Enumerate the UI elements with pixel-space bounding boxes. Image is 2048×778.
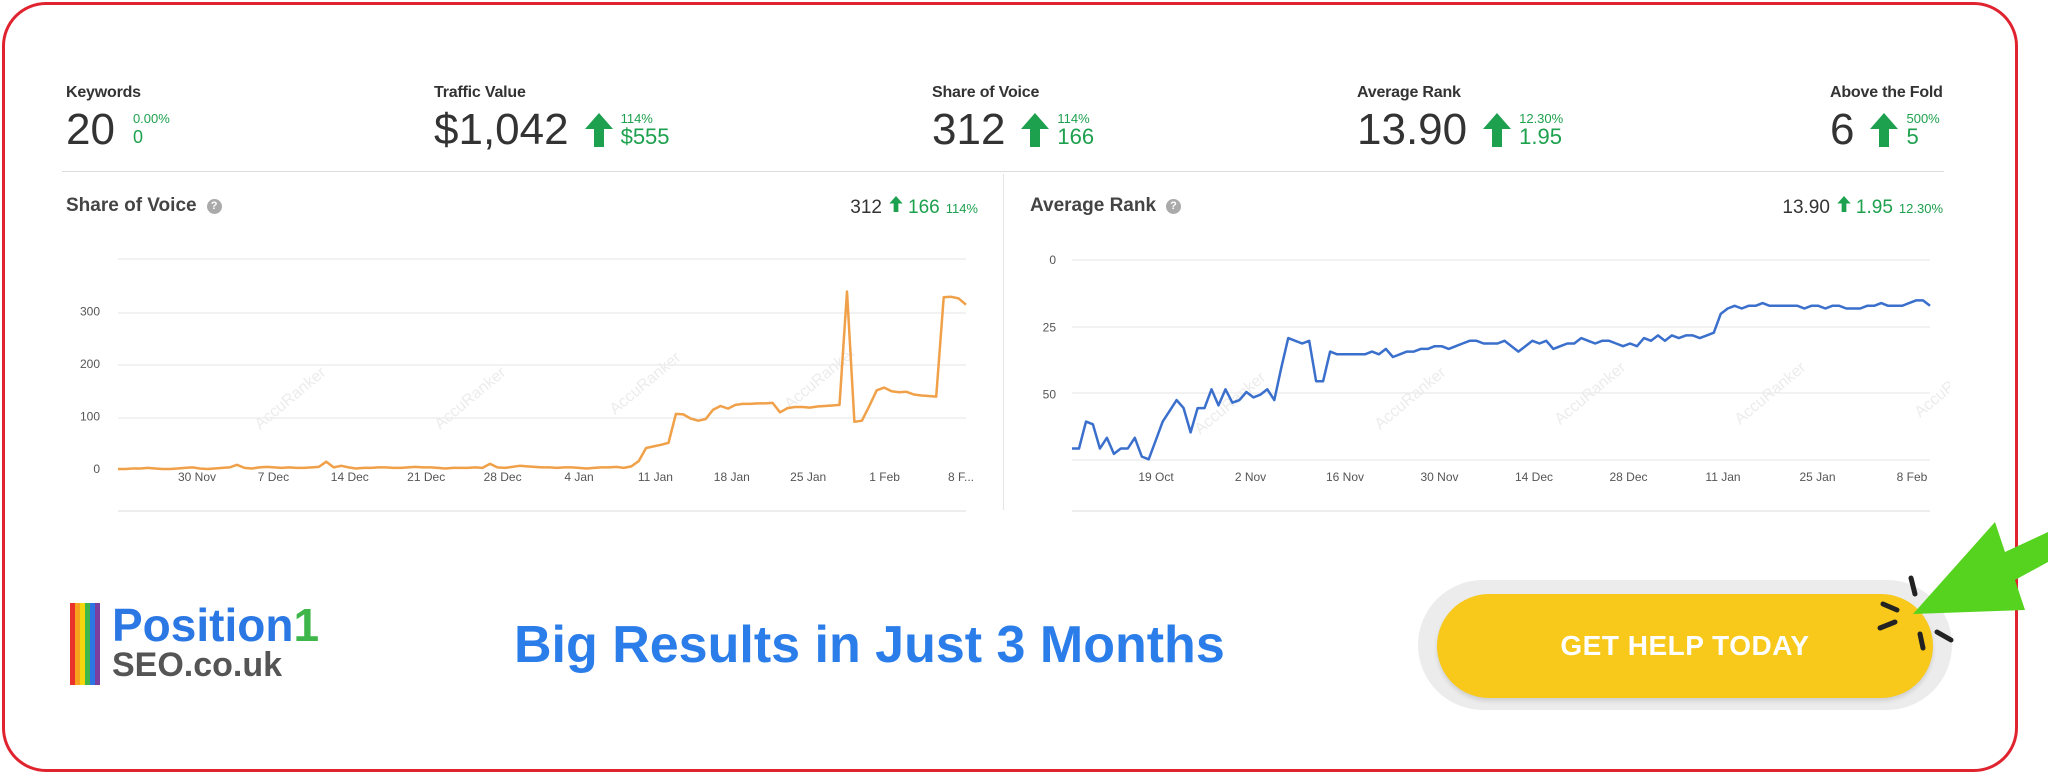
- arrow-up-icon: [889, 195, 903, 213]
- sov-summary-value: 312: [850, 197, 882, 218]
- stat-delta-value: 5: [1906, 124, 1919, 149]
- x-tick-label: 14 Dec: [331, 470, 369, 484]
- stat-value: $1,042: [434, 105, 569, 154]
- rank-panel-title: Average Rank ?: [1030, 195, 1182, 217]
- tagline: Big Results in Just 3 Months: [514, 616, 1225, 674]
- x-tick-label: 19 Oct: [1138, 470, 1174, 484]
- rank-title-text: Average Rank: [1030, 195, 1157, 216]
- stat-delta-value: $555: [620, 124, 670, 149]
- stat-label: Average Rank: [1357, 84, 1461, 101]
- series-line: [1072, 299, 1931, 461]
- stat-label: Traffic Value: [434, 84, 526, 101]
- accuranker-watermark: AccuRanker: [782, 344, 860, 413]
- sov-summary-delta: 166: [908, 197, 940, 218]
- position1-logo[interactable]: Position1 SEO.co.uk: [70, 600, 350, 690]
- y-tick-label: 300: [80, 305, 100, 319]
- average-rank-chart: 0 25 50 19 Oct 2 Nov 16 Nov 30 Nov 14 Dec 28 Dec…: [1043, 253, 1950, 512]
- stat-delta-pct: 114%: [1057, 111, 1090, 126]
- stat-value: 6: [1830, 105, 1855, 154]
- x-tick-label: 14 Dec: [1515, 470, 1553, 484]
- rank-summary-pct: 12.30%: [1898, 201, 1943, 216]
- stat-label: Keywords: [66, 84, 141, 101]
- stat-average-rank: Average Rank 13.90 12.30% 1.95: [1357, 84, 1563, 154]
- accuranker-watermark: AccuRanker: [1192, 369, 1270, 438]
- rank-summary: 13.90 1.95 12.30%: [1782, 195, 1943, 219]
- x-tick-label: 11 Jan: [638, 470, 673, 484]
- stat-delta-pct: 500%: [1906, 111, 1940, 126]
- y-tick-label: 100: [80, 410, 100, 424]
- stat-above-the-fold: Above the Fold 6 500% 5: [1830, 84, 1943, 154]
- y-tick-label: 0: [1049, 253, 1056, 267]
- stats-divider: [62, 171, 1944, 172]
- share-of-voice-chart: 0 100 200 300 30 Nov 7 Dec 14 Dec 21 Dec 28 Dec 4…: [80, 258, 974, 512]
- arrow-up-icon: [1837, 195, 1851, 213]
- stat-delta-value: 0: [132, 127, 143, 147]
- stat-delta-pct: 12.30%: [1519, 111, 1564, 126]
- cursor-arrow-icon: [1877, 522, 2048, 651]
- logo-wordmark: Position1: [112, 599, 320, 651]
- x-tick-label: 25 Jan: [790, 470, 826, 484]
- stat-label: Above the Fold: [1830, 84, 1943, 101]
- y-tick-label: 0: [93, 462, 100, 476]
- accuranker-watermark: AccuRanker: [432, 364, 510, 433]
- accuranker-watermark: AccuRanker: [1372, 364, 1450, 433]
- arrow-up-icon: [584, 113, 613, 147]
- sov-summary: 312 166 114%: [850, 195, 978, 219]
- stat-label: Share of Voice: [932, 84, 1040, 101]
- stat-keywords: Keywords 20 0.00% 0: [66, 84, 170, 154]
- rank-summary-value: 13.90: [1782, 197, 1830, 218]
- panel-divider: [1003, 174, 1004, 510]
- stat-value: 13.90: [1357, 105, 1468, 154]
- x-tick-label: 30 Nov: [1420, 470, 1458, 484]
- stat-delta-pct: 114%: [620, 111, 653, 126]
- x-tick-label: 2 Nov: [1235, 470, 1266, 484]
- accuranker-watermark: AccuRanker: [607, 349, 685, 418]
- stat-traffic-value: Traffic Value $1,042 114% $555: [434, 84, 670, 154]
- y-tick-label: 25: [1043, 320, 1057, 334]
- stat-value: 20: [66, 105, 115, 154]
- logo-color-bars: [70, 603, 100, 685]
- accuranker-watermark: AccuRanker: [1912, 352, 1950, 421]
- x-tick-label: 8 Feb: [1897, 470, 1928, 484]
- logo-domain: SEO.co.uk: [112, 646, 283, 684]
- x-tick-label: 7 Dec: [258, 470, 289, 484]
- stat-delta-value: 166: [1057, 124, 1095, 149]
- sov-summary-pct: 114%: [945, 201, 978, 216]
- x-tick-label: 16 Nov: [1326, 470, 1364, 484]
- x-tick-label: 18 Jan: [714, 470, 750, 484]
- x-tick-label: 1 Feb: [869, 470, 900, 484]
- stat-share-of-voice: Share of Voice 312 114% 166: [932, 84, 1094, 154]
- stat-value: 312: [932, 105, 1006, 154]
- x-tick-label: 4 Jan: [564, 470, 593, 484]
- y-tick-label: 200: [80, 357, 100, 371]
- rank-summary-delta: 1.95: [1855, 197, 1893, 218]
- x-tick-label: 28 Dec: [1609, 470, 1647, 484]
- x-tick-label: 25 Jan: [1799, 470, 1835, 484]
- sov-panel-title: Share of Voice ?: [66, 195, 222, 217]
- accuranker-watermark: AccuRanker: [252, 364, 330, 433]
- series-line: [118, 290, 967, 471]
- stat-delta-pct: 0.00%: [132, 111, 170, 126]
- arrow-up-icon: [1021, 113, 1050, 147]
- x-tick-label: 11 Jan: [1705, 470, 1740, 484]
- x-tick-label: 21 Dec: [407, 470, 445, 484]
- arrow-up-icon: [1483, 113, 1512, 147]
- help-icon[interactable]: ?: [1166, 198, 1182, 214]
- sov-title-text: Share of Voice: [66, 195, 197, 216]
- arrow-up-icon: [1870, 113, 1899, 147]
- x-tick-label: 30 Nov: [178, 470, 216, 484]
- help-icon[interactable]: ?: [206, 198, 222, 214]
- x-tick-label: 8 F...: [948, 470, 974, 484]
- get-help-today-button[interactable]: GET HELP TODAY: [1437, 594, 1933, 698]
- x-tick-label: 28 Dec: [484, 470, 522, 484]
- y-tick-label: 50: [1043, 388, 1057, 402]
- stat-delta-value: 1.95: [1519, 124, 1562, 149]
